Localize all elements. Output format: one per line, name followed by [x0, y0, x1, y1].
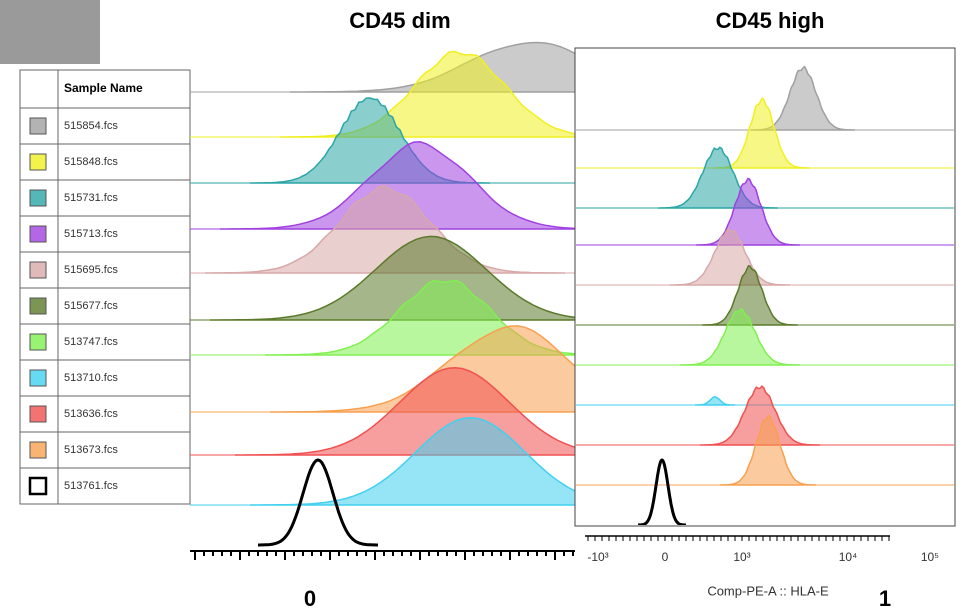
right-title: CD45 high	[716, 8, 825, 33]
histogram	[720, 414, 816, 486]
legend-swatch	[29, 225, 47, 243]
left-title: CD45 dim	[349, 8, 450, 33]
right-tick-label: -10³	[587, 550, 608, 564]
legend-label: 515713.fcs	[64, 228, 118, 240]
legend-label: 513636.fcs	[64, 408, 118, 420]
legend-swatch	[29, 333, 47, 351]
right-tick-label: 10⁵	[921, 550, 939, 564]
histogram	[270, 325, 575, 413]
left-tick-label: 1	[879, 586, 891, 609]
legend-label: 513710.fcs	[64, 372, 118, 384]
legend-swatch	[29, 153, 47, 171]
histogram	[638, 458, 686, 525]
histogram	[250, 416, 575, 506]
histogram	[220, 141, 575, 230]
axes: -10³ 0 10³ 10⁴ 10⁵	[190, 535, 939, 564]
legend-swatch	[28, 476, 48, 496]
histogram	[670, 227, 790, 286]
legend-label: 515677.fcs	[64, 300, 118, 312]
legend-swatch	[29, 117, 47, 135]
histogram	[680, 307, 800, 366]
right-tick-label: 10³	[733, 550, 750, 564]
right-tick-label: 10⁴	[839, 550, 858, 564]
legend-label: 515848.fcs	[64, 156, 118, 168]
histogram	[695, 396, 735, 406]
legend-swatch	[29, 369, 47, 387]
legend-header: Sample Name	[64, 81, 143, 95]
legend-swatch	[29, 405, 47, 423]
histogram	[258, 458, 378, 547]
thumbnail	[0, 0, 100, 64]
legend-label: 515731.fcs	[64, 192, 118, 204]
legend-swatch	[29, 261, 47, 279]
legend-label: 515695.fcs	[64, 264, 118, 276]
legend-label: 513747.fcs	[64, 336, 118, 348]
legend-label: 515854.fcs	[64, 120, 118, 132]
left-panel	[190, 41, 575, 547]
histogram	[205, 185, 565, 274]
left-tick-label: 0	[304, 586, 316, 609]
legend: Sample Name 515854.fcs 515848.fcs 515731.f…	[19, 69, 191, 505]
legend-swatch	[29, 441, 47, 459]
right-panel	[576, 65, 954, 525]
histogram	[700, 385, 820, 446]
histogram	[696, 177, 800, 246]
histogram	[702, 264, 798, 326]
histogram	[290, 41, 575, 93]
legend-frame	[19, 69, 191, 505]
histogram	[210, 235, 575, 321]
right-tick-label: 0	[662, 550, 669, 564]
legend-swatch	[29, 189, 47, 207]
legend-label: 513761.fcs	[64, 480, 118, 492]
legend-swatch	[29, 297, 47, 315]
legend-label: 513673.fcs	[64, 444, 118, 456]
axis-label: Comp-PE-A :: HLA-E	[707, 583, 829, 598]
